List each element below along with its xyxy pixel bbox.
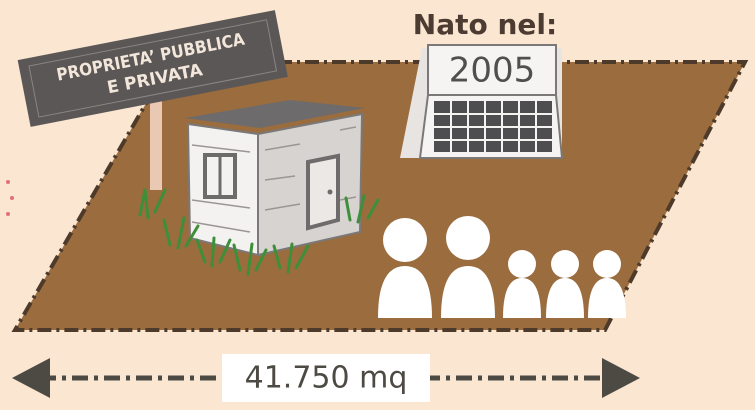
calendar: 2005 xyxy=(400,44,564,159)
people xyxy=(378,216,626,318)
calendar-top xyxy=(427,44,557,96)
grass xyxy=(138,188,380,276)
arrow-head xyxy=(602,358,640,398)
wood-lines xyxy=(191,126,357,233)
calendar-label: Nato nel: xyxy=(413,8,557,41)
area-label: 41.750 mq xyxy=(245,361,408,396)
calendar-year: 2005 xyxy=(449,51,536,91)
measure-arrow: 41.750 mq xyxy=(12,354,640,402)
sign-frame xyxy=(28,19,278,118)
roof xyxy=(185,100,365,128)
dots xyxy=(6,180,14,216)
calendar-grid-lines xyxy=(434,101,552,152)
door xyxy=(306,153,340,231)
sign-post xyxy=(150,95,162,190)
house xyxy=(185,100,365,257)
area-box xyxy=(222,354,430,402)
sign-board xyxy=(17,10,288,127)
arrow-head xyxy=(12,358,50,398)
